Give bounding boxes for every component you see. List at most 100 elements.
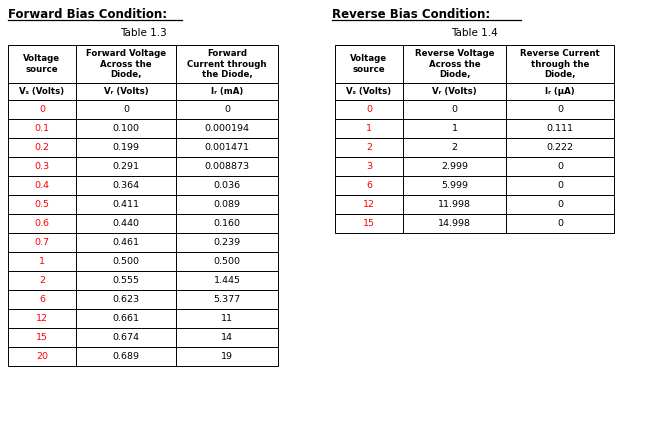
Text: Forward Bias Condition:: Forward Bias Condition: xyxy=(8,8,167,21)
Bar xyxy=(335,45,403,83)
Bar xyxy=(335,195,403,214)
Text: 1: 1 xyxy=(39,257,45,266)
Bar xyxy=(76,100,176,119)
Text: Vₛ (Volts): Vₛ (Volts) xyxy=(20,87,64,96)
Bar xyxy=(76,347,176,366)
Bar xyxy=(335,100,403,119)
Bar xyxy=(76,271,176,290)
Bar xyxy=(8,195,76,214)
Text: 0.411: 0.411 xyxy=(112,200,140,209)
Bar xyxy=(8,45,76,83)
Text: 0: 0 xyxy=(452,105,458,114)
Text: 1.445: 1.445 xyxy=(213,276,240,285)
Text: 0.689: 0.689 xyxy=(112,352,140,361)
Text: Voltage
source: Voltage source xyxy=(23,54,60,74)
Text: 0.291: 0.291 xyxy=(112,162,140,171)
Text: 0: 0 xyxy=(366,105,372,114)
Bar xyxy=(506,195,614,214)
Bar xyxy=(506,45,614,83)
Bar xyxy=(8,290,76,309)
Text: Reverse Current
through the
Diode,: Reverse Current through the Diode, xyxy=(520,49,600,79)
Bar xyxy=(8,214,76,233)
Bar xyxy=(335,119,403,138)
Text: 20: 20 xyxy=(36,352,48,361)
Bar xyxy=(176,233,278,252)
Text: 0: 0 xyxy=(557,200,563,209)
Text: 0.008873: 0.008873 xyxy=(205,162,250,171)
Text: 0.555: 0.555 xyxy=(112,276,140,285)
Bar xyxy=(8,138,76,157)
Bar xyxy=(176,100,278,119)
Text: 0.440: 0.440 xyxy=(112,219,140,228)
Text: 0.461: 0.461 xyxy=(112,238,140,247)
Bar xyxy=(506,214,614,233)
Text: Reverse Bias Condition:: Reverse Bias Condition: xyxy=(332,8,490,21)
Bar xyxy=(76,309,176,328)
Text: 0.111: 0.111 xyxy=(547,124,573,133)
Text: Vₛ (Volts): Vₛ (Volts) xyxy=(346,87,391,96)
Bar xyxy=(176,83,278,100)
Bar xyxy=(403,119,506,138)
Text: 0: 0 xyxy=(557,219,563,228)
Bar xyxy=(176,195,278,214)
Text: 0.364: 0.364 xyxy=(112,181,140,190)
Text: 0: 0 xyxy=(557,105,563,114)
Bar xyxy=(506,119,614,138)
Bar xyxy=(76,119,176,138)
Text: 0.100: 0.100 xyxy=(112,124,140,133)
Bar xyxy=(176,347,278,366)
Text: 6: 6 xyxy=(366,181,372,190)
Text: 0.623: 0.623 xyxy=(112,295,140,304)
Bar xyxy=(506,157,614,176)
Text: 1: 1 xyxy=(366,124,372,133)
Text: 15: 15 xyxy=(363,219,375,228)
Text: Iᵣ (μA): Iᵣ (μA) xyxy=(545,87,575,96)
Bar xyxy=(506,100,614,119)
Bar xyxy=(176,214,278,233)
Bar xyxy=(335,176,403,195)
Text: 0.222: 0.222 xyxy=(547,143,573,152)
Text: 0: 0 xyxy=(123,105,129,114)
Text: Iᵣ (mA): Iᵣ (mA) xyxy=(211,87,243,96)
Bar xyxy=(8,328,76,347)
Bar xyxy=(76,195,176,214)
Bar xyxy=(8,176,76,195)
Bar xyxy=(506,138,614,157)
Text: 0.001471: 0.001471 xyxy=(205,143,250,152)
Bar xyxy=(8,347,76,366)
Bar xyxy=(176,309,278,328)
Bar xyxy=(335,83,403,100)
Bar xyxy=(76,214,176,233)
Text: 0: 0 xyxy=(224,105,230,114)
Bar xyxy=(8,119,76,138)
Text: Forward
Current through
the Diode,: Forward Current through the Diode, xyxy=(187,49,266,79)
Text: Vᵣ (Volts): Vᵣ (Volts) xyxy=(104,87,148,96)
Bar xyxy=(176,157,278,176)
Bar xyxy=(176,252,278,271)
Text: 0.1: 0.1 xyxy=(34,124,49,133)
Bar xyxy=(8,83,76,100)
Bar xyxy=(176,45,278,83)
Text: 5.999: 5.999 xyxy=(441,181,468,190)
Bar xyxy=(335,157,403,176)
Text: 0.160: 0.160 xyxy=(213,219,240,228)
Text: 14.998: 14.998 xyxy=(438,219,471,228)
Text: 2: 2 xyxy=(39,276,45,285)
Text: 0.239: 0.239 xyxy=(213,238,240,247)
Text: 2.999: 2.999 xyxy=(441,162,468,171)
Bar xyxy=(403,214,506,233)
Bar xyxy=(76,290,176,309)
Bar xyxy=(176,328,278,347)
Bar xyxy=(8,233,76,252)
Bar xyxy=(76,45,176,83)
Text: 2: 2 xyxy=(452,143,458,152)
Text: 12: 12 xyxy=(363,200,375,209)
Text: 5.377: 5.377 xyxy=(213,295,240,304)
Bar xyxy=(176,119,278,138)
Text: 0.7: 0.7 xyxy=(34,238,49,247)
Text: Table 1.3: Table 1.3 xyxy=(120,28,166,38)
Text: Reverse Voltage
Across the
Diode,: Reverse Voltage Across the Diode, xyxy=(415,49,494,79)
Bar xyxy=(335,138,403,157)
Text: 0.036: 0.036 xyxy=(213,181,240,190)
Text: 12: 12 xyxy=(36,314,48,323)
